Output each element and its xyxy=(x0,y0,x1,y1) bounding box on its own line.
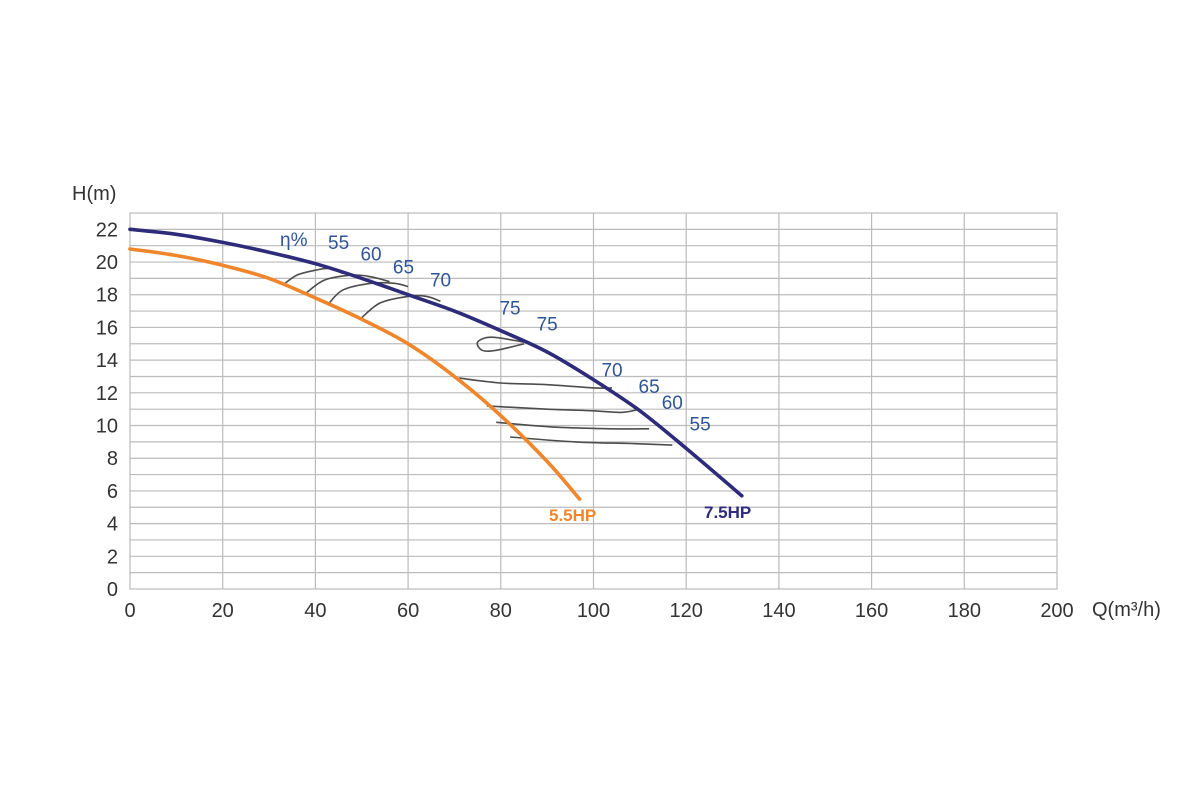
efficiency-label: 60 xyxy=(662,393,683,414)
y-tick-label: 18 xyxy=(96,285,118,307)
x-axis-label: Q(m³/h) xyxy=(1092,599,1161,621)
efficiency-label: 75 xyxy=(499,298,520,319)
y-tick-label: 8 xyxy=(107,448,118,470)
y-axis-label: H(m) xyxy=(72,183,116,205)
series-line-7-5hp xyxy=(128,227,744,498)
y-tick-label: 0 xyxy=(107,579,118,601)
efficiency-contour xyxy=(361,294,441,319)
y-tick-label: 12 xyxy=(96,383,118,405)
y-tick-labels: 0 2 4 6 8 10 12 14 16 18 20 22 xyxy=(96,219,118,601)
x-tick-label: 200 xyxy=(1040,600,1073,622)
efficiency-contour xyxy=(510,436,673,446)
x-tick-labels: 0 20 40 60 80 100 120 140 160 180 200 xyxy=(124,600,1073,622)
x-tick-label: 100 xyxy=(577,600,610,622)
efficiency-contour xyxy=(476,336,525,353)
y-tick-label: 22 xyxy=(96,219,118,241)
series-label-5-5hp: 5.5HP xyxy=(549,506,596,525)
efficiency-label: 70 xyxy=(601,360,622,381)
y-tick-label: 20 xyxy=(96,252,118,274)
y-tick-label: 16 xyxy=(96,317,118,339)
efficiency-label: 55 xyxy=(328,233,349,254)
x-tick-label: 180 xyxy=(948,600,981,622)
efficiency-label: 65 xyxy=(639,377,660,398)
efficiency-label: 60 xyxy=(360,244,381,265)
x-tick-label: 80 xyxy=(490,600,512,622)
x-tick-label: 40 xyxy=(304,600,326,622)
efficiency-contour xyxy=(328,281,409,304)
x-tick-label: 0 xyxy=(124,600,135,622)
x-tick-label: 120 xyxy=(670,600,703,622)
grid xyxy=(129,212,1058,590)
efficiency-contour xyxy=(496,421,650,430)
efficiency-contour xyxy=(486,405,641,414)
series-lines xyxy=(128,227,744,501)
efficiency-label: 70 xyxy=(430,271,451,292)
x-tick-label: 20 xyxy=(212,600,234,622)
y-tick-label: 2 xyxy=(107,546,118,568)
y-tick-label: 4 xyxy=(107,514,118,536)
series-line-5-5hp xyxy=(128,247,582,501)
efficiency-label: 55 xyxy=(690,414,711,435)
efficiency-unit-label: η% xyxy=(280,230,308,251)
efficiency-contour xyxy=(459,377,613,389)
y-tick-label: 14 xyxy=(96,350,118,372)
y-tick-label: 10 xyxy=(96,416,118,438)
efficiency-contours xyxy=(282,267,673,446)
x-tick-label: 60 xyxy=(397,600,419,622)
efficiency-label: 75 xyxy=(537,315,558,336)
series-label-7-5hp: 7.5HP xyxy=(704,503,751,522)
efficiency-label: 65 xyxy=(393,257,414,278)
x-tick-label: 140 xyxy=(762,600,795,622)
x-tick-label: 160 xyxy=(855,600,888,622)
y-tick-label: 6 xyxy=(107,481,118,503)
